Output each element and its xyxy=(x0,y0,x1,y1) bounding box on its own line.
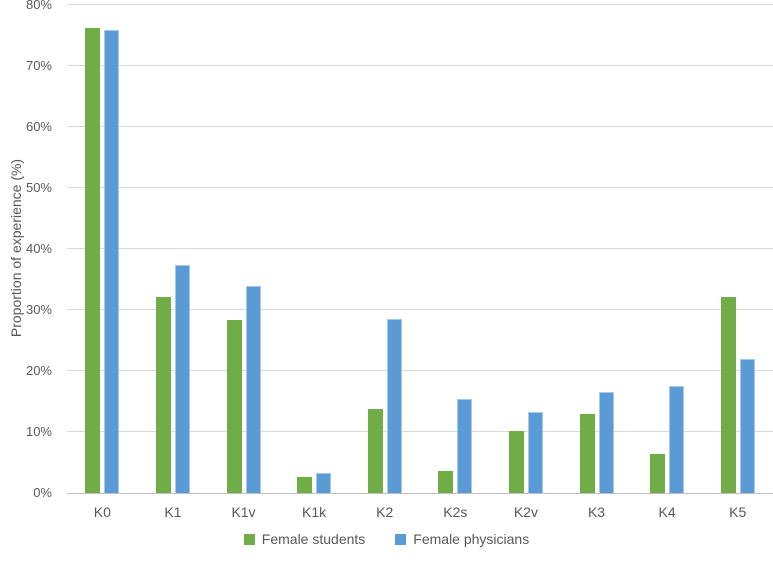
bar-female-students-k1v xyxy=(226,319,242,493)
x-tick-label-k2s: K2s xyxy=(443,504,468,520)
x-axis-tick-labels: K0 K1 K1v K1k K2 K2s K2v K3 K4 K5 xyxy=(67,504,773,524)
y-tick-label: 20% xyxy=(25,363,52,378)
bar-female-physicians-k2 xyxy=(386,319,402,493)
y-tick-label: 50% xyxy=(25,180,52,195)
y-tick-label: 40% xyxy=(25,241,52,256)
bar-female-physicians-k4 xyxy=(669,385,685,493)
bar-female-physicians-k5 xyxy=(739,358,755,493)
y-tick-label: 0% xyxy=(33,485,52,500)
bar-female-students-k4 xyxy=(650,453,666,493)
y-tick-label: 80% xyxy=(25,0,52,12)
legend-label: Female students xyxy=(261,531,366,547)
x-tick-label-k5: K5 xyxy=(729,504,747,520)
y-axis-tick-labels: 80% 70% 60% 50% 40% 30% 20% 10% 0% xyxy=(0,0,54,566)
y-tick-label: 60% xyxy=(25,119,52,134)
gridline xyxy=(67,370,773,371)
bar-female-physicians-k1 xyxy=(174,265,190,493)
bar-female-physicians-k2s xyxy=(457,399,473,493)
y-tick-label: 70% xyxy=(25,58,52,73)
x-tick-label-k2v: K2v xyxy=(513,504,538,520)
legend-label: Female physicians xyxy=(413,531,530,547)
gridline xyxy=(67,248,773,249)
bar-female-physicians-k2v xyxy=(527,412,543,493)
bar-female-students-k0 xyxy=(85,28,101,493)
x-tick-label-k2: K2 xyxy=(376,504,394,520)
bar-female-students-k3 xyxy=(579,414,595,493)
x-tick-label-k1: K1 xyxy=(164,504,182,520)
x-tick-label-k1v: K1v xyxy=(231,504,256,520)
legend-swatch-icon xyxy=(243,533,255,545)
bar-female-students-k2 xyxy=(367,408,383,493)
gridline xyxy=(67,4,773,5)
x-axis-line xyxy=(67,493,773,494)
gridline xyxy=(67,431,773,432)
gridline xyxy=(67,126,773,127)
y-tick-label: 10% xyxy=(25,424,52,439)
x-tick-label-k3: K3 xyxy=(587,504,606,520)
bar-female-students-k2v xyxy=(508,431,524,493)
gridline xyxy=(67,309,773,310)
x-tick-label-k4: K4 xyxy=(658,504,676,520)
bar-female-students-k1k xyxy=(297,476,313,493)
gridline xyxy=(67,187,773,188)
legend-item-female-students: Female students xyxy=(243,531,366,547)
bar-female-students-k2s xyxy=(438,471,454,493)
legend-item-female-physicians: Female physicians xyxy=(395,531,529,547)
bar-female-physicians-k3 xyxy=(598,392,614,493)
legend-swatch-icon xyxy=(395,533,407,545)
x-tick-label-k1k: K1k xyxy=(302,504,327,520)
bar-female-physicians-k1v xyxy=(245,285,261,493)
x-tick-label-k0: K0 xyxy=(93,504,111,520)
bar-female-physicians-k1k xyxy=(316,473,332,493)
bar-female-students-k5 xyxy=(720,297,736,493)
gridline xyxy=(67,65,773,66)
y-tick-label: 30% xyxy=(25,302,52,317)
bar-female-students-k1 xyxy=(155,297,171,493)
plot-area xyxy=(67,4,773,494)
bar-female-physicians-k0 xyxy=(104,30,120,493)
legend: Female students Female physicians xyxy=(0,531,773,547)
